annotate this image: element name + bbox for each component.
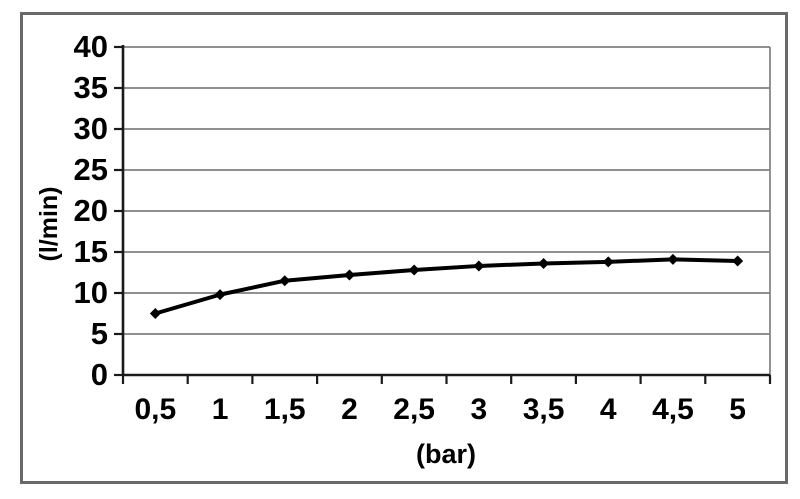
y-axis-tick-label: 25 (73, 152, 108, 187)
x-axis-tick-label: 1 (211, 393, 229, 426)
x-axis-tick-label: 2,5 (393, 393, 435, 426)
x-axis-tick-label: 4,5 (652, 393, 694, 426)
y-axis-tick-label: 0 (90, 357, 108, 392)
y-axis-tick-label: 30 (73, 111, 108, 146)
data-point-marker (732, 255, 744, 267)
x-axis-tick-label: 0,5 (134, 393, 177, 426)
data-point-marker (343, 269, 355, 281)
y-axis-tick-label: 35 (73, 70, 108, 105)
x-axis-tick-label: 5 (729, 393, 746, 426)
y-axis-tick-label: 10 (73, 275, 108, 310)
data-point-marker (279, 275, 291, 287)
x-axis-tick-label: 4 (599, 393, 617, 426)
data-point-marker (667, 253, 679, 265)
data-point-marker (149, 308, 161, 319)
data-point-marker (473, 260, 485, 272)
data-point-marker (408, 264, 420, 276)
flow-curve (153, 257, 740, 316)
chart-frame (20, 12, 788, 484)
x-axis-tick-label: 3 (470, 393, 488, 426)
y-axis-tick-label: 5 (90, 316, 108, 351)
data-point-marker (602, 256, 614, 268)
data-point-marker (214, 289, 226, 301)
y-axis-tick-label: 40 (73, 29, 108, 64)
y-axis-tick-label: 15 (73, 234, 108, 269)
x-axis-title: (bar) (416, 439, 476, 469)
x-axis-tick-label: 3,5 (522, 393, 565, 426)
data-point-marker (538, 257, 550, 269)
x-axis-tick-label: 2 (341, 393, 358, 426)
x-axis-tick-label: 1,5 (263, 393, 306, 426)
y-axis-title: (l/min) (35, 186, 63, 262)
y-axis-tick-label: 20 (73, 193, 108, 228)
